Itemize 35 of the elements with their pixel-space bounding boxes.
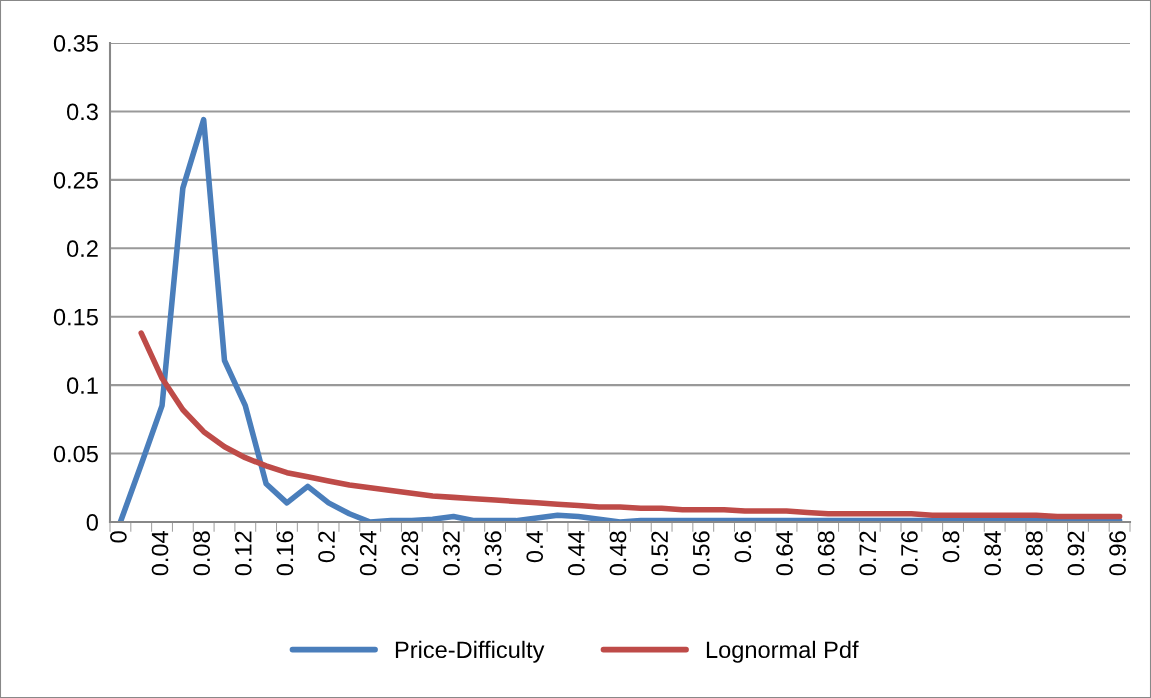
x-tick-label: 0.96	[1109, 531, 1126, 576]
y-tick-label: 0.1	[66, 377, 98, 394]
y-tick-label: 0.2	[66, 240, 98, 258]
x-tick-label: 0.84	[984, 531, 1002, 576]
y-tick-label: 0.15	[53, 308, 98, 326]
x-tick-label: 0.04	[151, 531, 169, 576]
x-tick-label: 0.28	[401, 531, 419, 576]
y-tick-label: 0.3	[66, 103, 98, 121]
x-tick-label: 0.32	[443, 531, 460, 576]
x-tick-label: 0.4	[526, 531, 544, 563]
x-tick-label: 0.12	[234, 531, 252, 576]
legend-label: Price-Difficulty	[395, 640, 545, 663]
x-tick-label: 0.88	[1025, 531, 1043, 576]
y-tick-label: 0.05	[53, 445, 98, 463]
x-tick-label: 0.44	[567, 531, 585, 576]
y-tick-label: 0.35	[53, 35, 98, 52]
x-tick-label: 0.68	[817, 531, 835, 576]
x-tick-label: 0.64	[776, 531, 793, 576]
x-tick-label: 0.92	[1067, 531, 1085, 576]
x-tick-label: 0.2	[318, 531, 335, 563]
legend-label: Lognormal Pdf	[706, 640, 859, 663]
x-tick-label: 0.76	[901, 531, 918, 576]
x-tick-label: 0.8	[942, 531, 960, 563]
y-tick-label: 0.25	[53, 171, 98, 189]
x-tick-label: 0.08	[193, 531, 211, 576]
y-tick-label: 0	[86, 514, 98, 531]
x-tick-label: 0.16	[276, 531, 294, 576]
x-tick-label: 0.72	[859, 531, 877, 576]
x-tick-label: 0.48	[609, 531, 627, 576]
x-tick-label: 0.24	[359, 531, 377, 576]
x-tick-label: 0.56	[692, 531, 710, 576]
x-tick-label: 0.52	[651, 531, 668, 576]
x-tick-label: 0.6	[734, 531, 752, 563]
x-tick-label: 0.36	[484, 531, 502, 576]
x-tick-label: 0	[110, 531, 127, 543]
